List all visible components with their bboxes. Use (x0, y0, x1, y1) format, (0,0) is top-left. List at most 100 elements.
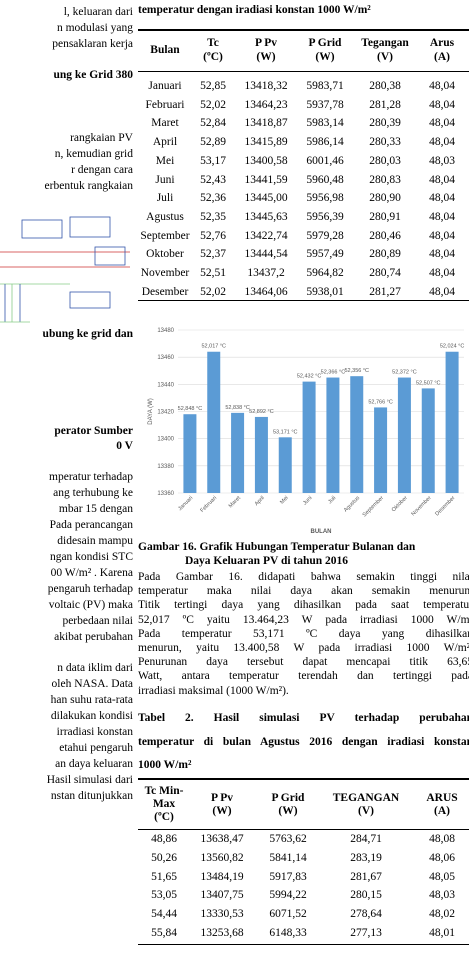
table-header: TEGANGAN (332, 791, 400, 804)
bar (421, 388, 435, 493)
text-line: ngan kondisi STC (49, 551, 133, 563)
table-cell: 52,89 (200, 136, 226, 149)
table-cell: 5983,14 (306, 117, 344, 130)
table-header: (ºC) (154, 811, 174, 823)
bar (445, 351, 459, 493)
table-cell: 48,08 (429, 833, 455, 845)
y-axis-label: DAYA (W) (148, 398, 154, 424)
table-cell: 48,04 (429, 173, 455, 186)
table-cell: September (140, 229, 190, 242)
table-cell: 52,36 (200, 192, 226, 205)
y-tick-label: 13380 (157, 464, 174, 470)
text-line: an daya keluaran (55, 758, 133, 770)
table-rule (138, 778, 469, 780)
table-cell: 5763,62 (269, 833, 307, 845)
text-line: mbar 15 dengan (58, 503, 133, 515)
table-header: (V) (377, 51, 393, 63)
table-cell: 280,46 (369, 229, 401, 242)
text-line: mperatur terhadap (49, 471, 133, 483)
table-cell: 52,02 (200, 98, 226, 111)
x-tick-label: Februari (199, 495, 218, 514)
table-cell: April (152, 136, 178, 149)
table-caption: temperatur dengan iradiasi konstan 1000 … (138, 4, 371, 16)
table-cell: 281,67 (350, 870, 382, 883)
x-tick-label: Januari (177, 495, 194, 512)
text-line: erbentuk rangkaian (44, 180, 133, 192)
bar-annotation: 52,432 °C (297, 374, 322, 380)
text-line: dilakukan kondisi (50, 710, 133, 722)
x-tick-label: April (254, 495, 266, 507)
table-header: (W) (315, 51, 335, 63)
bar-annotation: 52,838 °C (225, 405, 250, 411)
table-cell: 13422,74 (244, 229, 288, 242)
table-cell: 284,71 (350, 833, 382, 845)
y-tick-label: 13440 (157, 382, 174, 388)
section-heading: perator Sumber (54, 425, 133, 437)
text-line: pengaruh terhadap (47, 583, 133, 595)
table-cell: 280,90 (369, 192, 401, 205)
paragraph-line: 52,017 ºC yaitu 13.464,23 W pada irradia… (138, 613, 469, 626)
bar (326, 377, 340, 493)
table-cell: 280,91 (369, 210, 401, 223)
table-header: (A) (434, 51, 450, 63)
y-tick-label: 13460 (157, 355, 174, 361)
table-cell: 48,04 (429, 210, 455, 223)
table-cell: 52,37 (200, 248, 226, 261)
table-cell: 48,86 (151, 833, 177, 845)
table-cell: 48,05 (429, 870, 455, 883)
bar (397, 377, 411, 493)
y-tick-label: 13360 (157, 491, 174, 497)
x-tick-label: Juli (327, 495, 337, 505)
table-cell: Januari (148, 80, 182, 92)
table-cell: 5983,71 (306, 80, 344, 92)
table-header: Bulan (150, 44, 180, 56)
bar (183, 414, 197, 493)
text-line: n modulasi yang (56, 22, 133, 34)
section-heading: ung ke Grid 380 (53, 69, 133, 81)
table-cell: 52,85 (200, 80, 226, 92)
text-line: ang terhubung ke (53, 487, 133, 499)
bar (278, 437, 292, 493)
bar (231, 412, 245, 493)
table-cell: 5979,28 (306, 229, 344, 242)
table-header: (V) (358, 804, 374, 817)
table-cell: 48,04 (429, 267, 455, 279)
table-cell: 5994,22 (269, 889, 307, 902)
figure-caption: ubung ke grid dan (42, 328, 133, 340)
table-cell: 48,03 (429, 154, 455, 167)
table-cell: 13253,68 (200, 927, 244, 939)
section-heading: 0 V (116, 440, 133, 452)
bar-annotation: 52,366 °C (321, 370, 346, 376)
table-cell: 52,76 (200, 229, 226, 242)
table-header: (W) (256, 51, 276, 63)
table-cell: 52,51 (200, 267, 226, 279)
table-header: Tc Min- (144, 785, 184, 797)
table-cell: 48,04 (429, 248, 455, 261)
paragraph-line: irradiasi maksimal (1000 W/m²). (138, 684, 289, 697)
text-line: r dengan cara (71, 164, 133, 176)
table-cell: 52,02 (200, 285, 226, 298)
figure-caption: Daya Keluaran PV di tahun 2016 (185, 555, 349, 567)
bar-annotation: 52,892 °C (249, 409, 274, 415)
table-cell: 5964,82 (306, 267, 344, 279)
table-cell: Juli (156, 192, 174, 205)
bar (302, 381, 316, 493)
y-tick-label: 13420 (157, 410, 174, 416)
table-header: (W) (278, 804, 298, 817)
table-cell: 5956,98 (306, 192, 344, 205)
text-line: voltaic (PV) maka (48, 599, 133, 611)
table-cell: 280,15 (350, 889, 382, 902)
bar-annotation: 52,507 °C (416, 380, 441, 386)
table-cell: 52,43 (200, 173, 226, 186)
table-cell: 13445,00 (244, 192, 288, 205)
table-cell: 48,04 (429, 229, 455, 242)
table-cell: 13638,47 (200, 833, 244, 845)
x-axis-label: BULAN (311, 529, 332, 535)
paragraph-line: Pada temperatur 53,171 ºC daya yang diha… (138, 627, 469, 640)
table-cell: 13418,32 (244, 80, 288, 92)
text-line: Hasil simulasi dari (46, 774, 133, 786)
table-cell: 6071,52 (269, 908, 307, 921)
table-caption: Tabel 2. Hasil simulasi PV terhadap peru… (138, 712, 469, 724)
table-cell: 48,04 (429, 192, 455, 205)
